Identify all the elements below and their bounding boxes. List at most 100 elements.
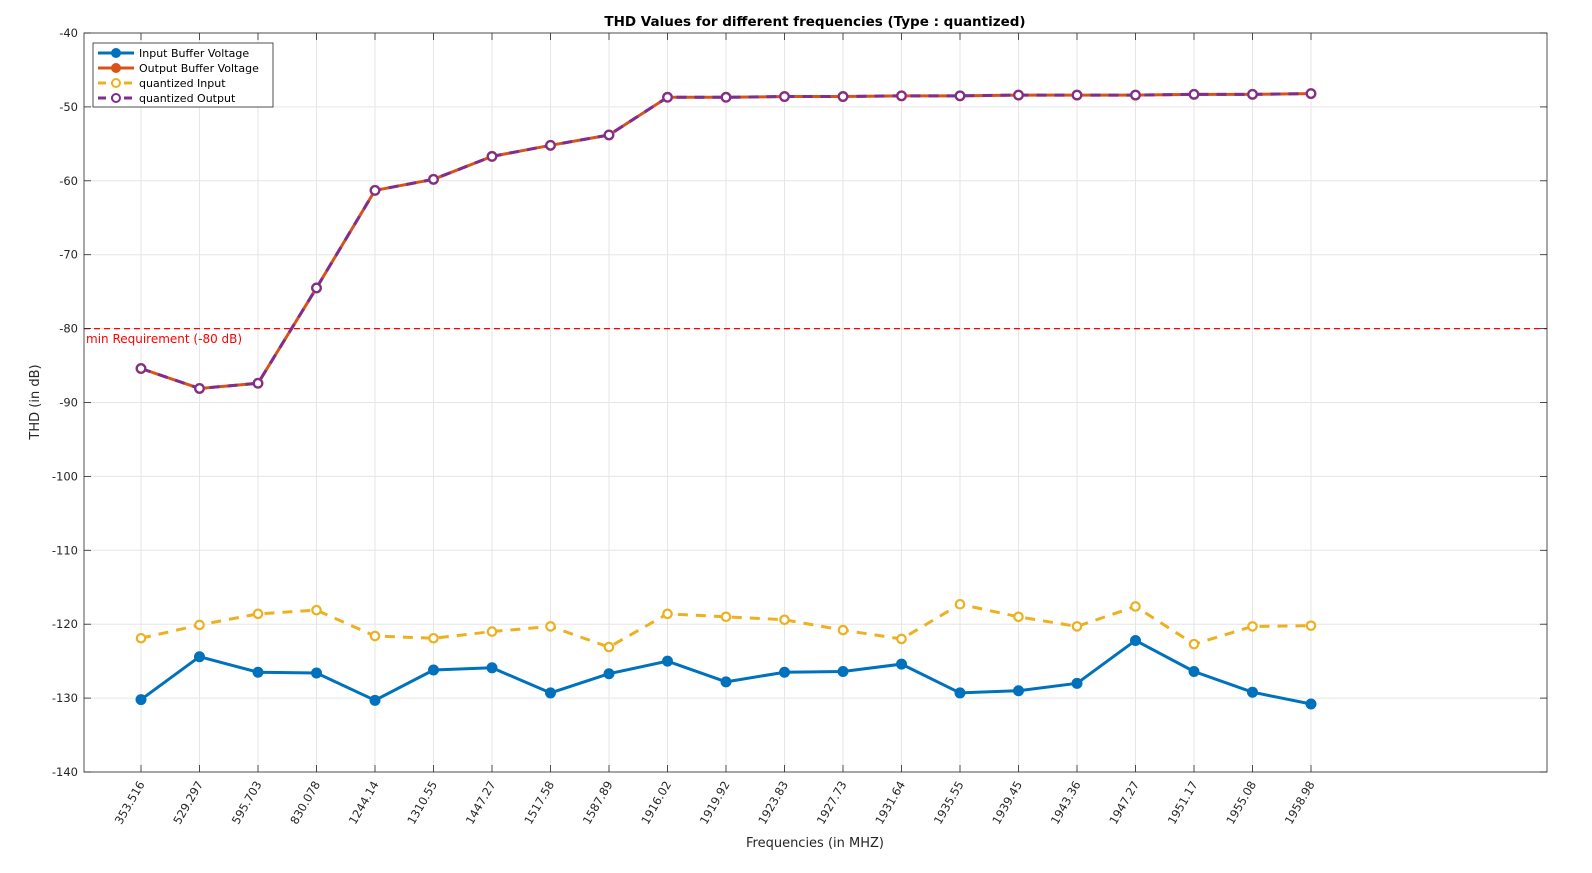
data-point xyxy=(662,608,673,620)
x-tick-label: 1951.17 xyxy=(1165,779,1201,827)
series-quantized-input xyxy=(135,598,1317,653)
data-point xyxy=(1247,686,1258,698)
data-point xyxy=(837,624,849,636)
data-point xyxy=(1013,611,1024,623)
legend-label: quantized Output xyxy=(139,92,236,105)
data-point xyxy=(311,604,322,616)
y-tick-label: -100 xyxy=(52,469,78,483)
y-tick-label: -110 xyxy=(52,543,78,557)
data-point xyxy=(1188,89,1200,100)
data-point xyxy=(486,151,498,162)
legend-swatch-marker xyxy=(111,63,121,73)
x-tick-label: 1935.55 xyxy=(931,779,967,827)
data-point xyxy=(720,91,732,103)
x-tick-label: 353.516 xyxy=(112,779,148,827)
plot-frame xyxy=(83,32,1548,773)
x-axis-label: Frequencies (in MHZ) xyxy=(746,836,884,851)
data-point xyxy=(1013,89,1024,101)
data-point xyxy=(1071,677,1083,689)
x-tick-label: 1919.92 xyxy=(697,779,733,827)
data-point xyxy=(837,91,849,102)
series-line xyxy=(140,602,1312,649)
min-requirement-label: min Requirement (-80 dB) xyxy=(86,332,242,346)
x-tick-label: 830.078 xyxy=(287,779,323,827)
data-point xyxy=(1188,638,1200,650)
data-point xyxy=(369,630,381,642)
data-point xyxy=(1305,698,1317,710)
y-tick-label: -50 xyxy=(59,100,78,114)
y-tick-label: -130 xyxy=(52,691,78,705)
data-point xyxy=(896,90,907,102)
y-axis-label: THD (in dB) xyxy=(28,364,43,440)
data-point xyxy=(1071,621,1083,632)
data-point xyxy=(1247,621,1258,632)
data-point xyxy=(135,632,147,644)
data-point xyxy=(545,687,556,699)
y-tick-label: -140 xyxy=(52,765,78,779)
y-tick-label: -40 xyxy=(59,26,78,40)
x-tick-label: 1958.98 xyxy=(1282,779,1318,827)
data-point xyxy=(1305,620,1317,631)
data-point xyxy=(603,641,615,653)
data-point xyxy=(603,129,615,141)
data-point xyxy=(486,626,498,637)
data-point xyxy=(779,91,790,102)
legend-swatch-marker xyxy=(111,78,121,88)
series-quantized-output xyxy=(135,88,1317,394)
x-tick-label: 1939.45 xyxy=(989,779,1025,827)
data-point xyxy=(1247,89,1258,100)
data-point xyxy=(369,694,381,706)
data-point xyxy=(252,608,264,620)
x-tick-label: 529.297 xyxy=(170,779,206,827)
legend-label: Output Buffer Voltage xyxy=(139,62,259,75)
data-point xyxy=(954,598,966,610)
legend-swatch-marker xyxy=(111,93,121,103)
y-tick-label: -70 xyxy=(59,248,78,262)
legend-label: quantized Input xyxy=(139,77,226,90)
x-tick-label: 1447.27 xyxy=(463,779,499,827)
data-point xyxy=(311,282,322,294)
x-tick-label: 1916.02 xyxy=(638,779,674,827)
legend-item: quantized Output xyxy=(98,92,236,105)
data-point xyxy=(252,377,264,389)
data-point xyxy=(428,664,439,676)
data-point xyxy=(662,91,673,103)
data-point xyxy=(720,676,732,688)
x-tick-label: 595.703 xyxy=(229,779,265,827)
data-point xyxy=(662,655,673,667)
data-point xyxy=(428,632,439,644)
legend-swatch-marker xyxy=(111,48,121,58)
data-point xyxy=(1188,665,1200,677)
data-point xyxy=(779,666,790,678)
data-point xyxy=(1013,685,1024,697)
data-point xyxy=(1130,89,1141,101)
data-point xyxy=(896,633,907,645)
data-point xyxy=(1071,89,1083,101)
x-tick-label: 1955.08 xyxy=(1223,779,1259,827)
data-point xyxy=(252,666,264,678)
data-point xyxy=(837,665,849,677)
x-tick-label: 1923.83 xyxy=(755,779,791,827)
data-point xyxy=(1130,634,1141,646)
data-point xyxy=(369,185,381,196)
legend-item: Input Buffer Voltage xyxy=(98,47,249,60)
x-tick-label: 1310.55 xyxy=(404,779,440,827)
legend-item: Output Buffer Voltage xyxy=(98,62,259,75)
legend: Input Buffer Voltage Output Buffer Voltag… xyxy=(92,42,274,108)
x-tick-label: 1943.36 xyxy=(1048,779,1084,827)
data-point xyxy=(779,614,790,626)
x-tick-label: 1517.58 xyxy=(521,779,557,827)
legend-item: quantized Input xyxy=(98,77,226,90)
data-point xyxy=(1305,88,1317,99)
y-tick-label: -120 xyxy=(52,617,78,631)
data-point xyxy=(603,668,615,680)
x-tick-label: 1927.73 xyxy=(814,779,850,827)
series-line xyxy=(140,92,1312,390)
x-tick-label: 1947.27 xyxy=(1106,779,1142,827)
x-tick-label: 1244.14 xyxy=(346,779,382,827)
y-tick-label: -60 xyxy=(59,174,78,188)
data-point xyxy=(545,621,556,632)
series-layer xyxy=(135,88,1317,710)
data-point xyxy=(954,687,966,699)
